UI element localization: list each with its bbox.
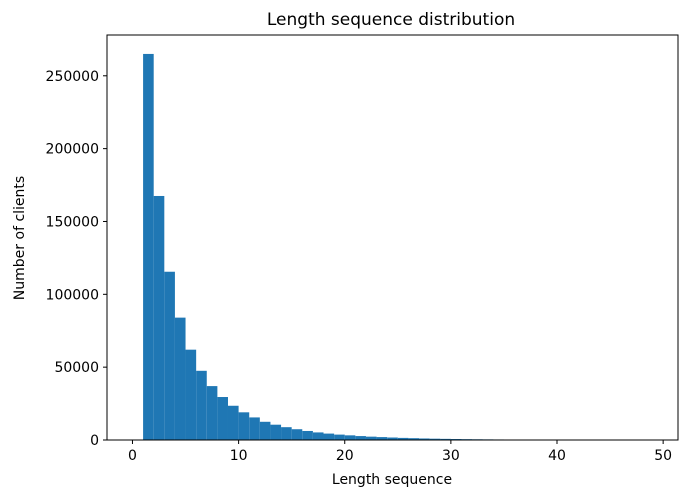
histogram-bar — [143, 53, 154, 440]
histogram-bar — [259, 421, 271, 440]
y-tick-label: 200000 — [46, 142, 99, 158]
x-tick-label: 40 — [548, 448, 566, 464]
y-tick-label: 100000 — [46, 287, 99, 303]
x-tick-label: 30 — [442, 448, 460, 464]
y-tick-label: 250000 — [46, 69, 99, 85]
bar-group — [143, 53, 653, 440]
chart-title: Length sequence distribution — [267, 10, 515, 30]
histogram-bar — [376, 437, 388, 440]
histogram-bar — [206, 386, 218, 440]
histogram-bar — [302, 430, 313, 440]
x-tick-label: 10 — [230, 448, 248, 464]
y-axis-label: Number of clients — [12, 176, 28, 300]
histogram-bar — [312, 432, 324, 440]
histogram-bar — [227, 405, 239, 440]
histogram-bar — [397, 437, 409, 440]
histogram-bar — [365, 436, 377, 440]
histogram-bar — [429, 438, 441, 440]
x-tick-label: 50 — [654, 448, 672, 464]
x-tick-label: 20 — [336, 448, 354, 464]
y-tick-label: 50000 — [54, 360, 99, 376]
histogram-bar — [355, 436, 366, 440]
x-axis-label: Length sequence — [332, 472, 452, 488]
plot-frame — [106, 34, 679, 441]
y-tick-label: 0 — [90, 433, 99, 449]
histogram-bar — [291, 429, 303, 440]
histogram-bar — [440, 438, 451, 440]
histogram-bar — [419, 438, 430, 440]
histogram-bar — [408, 438, 420, 440]
histogram-bar — [164, 271, 175, 440]
histogram-bar — [153, 195, 165, 440]
histogram-bar — [281, 427, 292, 440]
histogram-bar — [334, 434, 345, 440]
histogram-bar — [196, 370, 207, 440]
histogram-bar — [249, 417, 260, 440]
x-axis-ticks: 0 10 20 30 40 50 — [128, 440, 672, 464]
histogram-bar — [344, 435, 356, 440]
histogram-bar — [185, 349, 197, 440]
y-axis-ticks: 0 50000 100000 150000 200000 250000 — [46, 69, 107, 449]
y-tick-label: 150000 — [46, 214, 99, 230]
x-tick-label: 0 — [128, 448, 137, 464]
histogram-bar — [238, 412, 250, 440]
histogram-bar — [270, 424, 282, 440]
histogram-bar — [217, 397, 228, 440]
histogram-bar — [323, 433, 335, 440]
histogram-bar — [174, 317, 186, 440]
histogram-bar — [387, 437, 398, 440]
